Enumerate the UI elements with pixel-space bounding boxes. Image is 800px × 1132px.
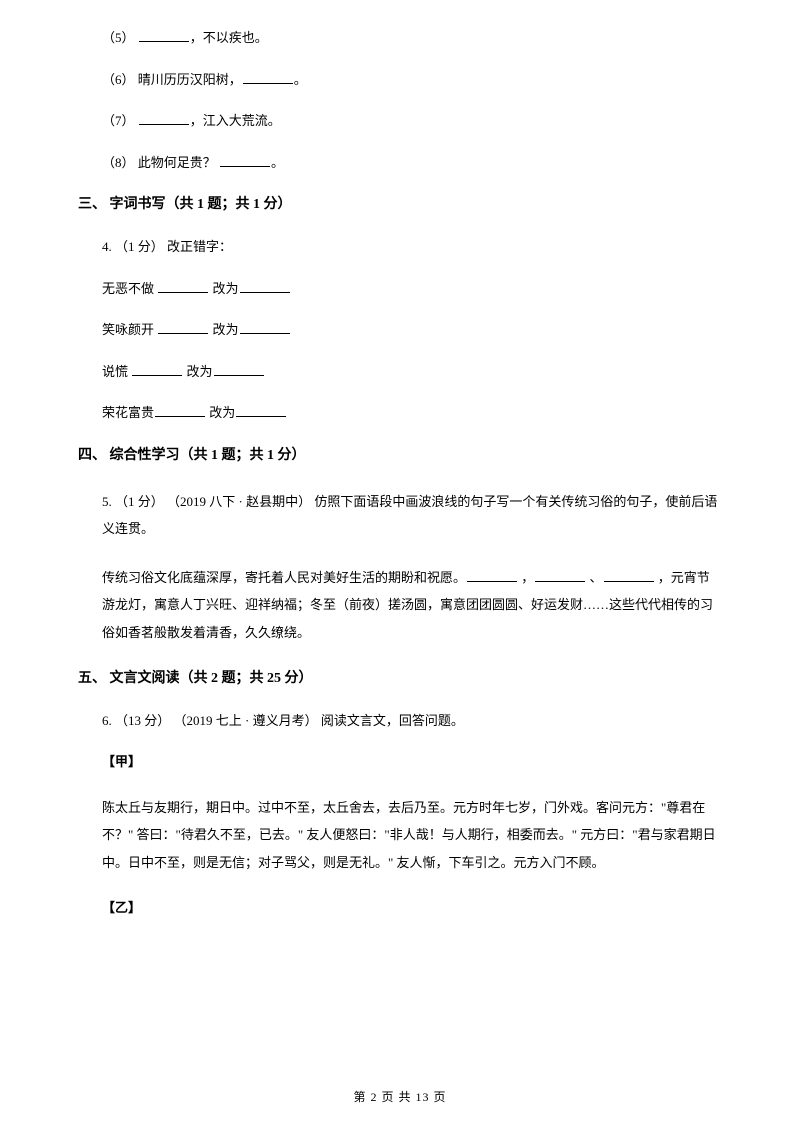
- mid-3: 改为: [183, 364, 212, 379]
- blank[interactable]: [214, 363, 264, 376]
- q2-7-prefix: （7）: [102, 113, 138, 128]
- section-4-title: 四、 综合性学习（共 1 题；共 1 分）: [78, 445, 722, 466]
- blank[interactable]: [236, 404, 286, 417]
- page-footer: 第 2 页 共 13 页: [0, 1088, 800, 1106]
- q4-row-2: 笑咏颜开 改为: [78, 320, 722, 340]
- mid-4: 改为: [206, 405, 235, 420]
- mid-1: 改为: [209, 281, 238, 296]
- word-3: 说慌: [102, 364, 131, 379]
- blank[interactable]: [158, 321, 208, 334]
- q5-paragraph: 传统习俗文化底蕴深厚，寄托着人民对美好生活的期盼和祝愿。 ， 、 ，元宵节游龙灯…: [78, 564, 722, 646]
- blank[interactable]: [535, 569, 585, 582]
- q5-stem: 5. （1 分） （2019 八下 · 赵县期中） 仿照下面语段中画波浪线的句子…: [78, 488, 722, 543]
- word-1: 无恶不做: [102, 281, 157, 296]
- q2-6-prefix: （6） 晴川历历汉阳树，: [102, 72, 242, 87]
- blank[interactable]: [467, 569, 517, 582]
- blank[interactable]: [240, 280, 290, 293]
- jia-text: 陈太丘与友期行，期日中。过中不至，太丘舍去，去后乃至。元方时年七岁，门外戏。客问…: [78, 794, 722, 876]
- q2-7-suffix: ，江入大荒流。: [190, 113, 281, 128]
- sep2: 、: [586, 570, 602, 585]
- blank[interactable]: [243, 71, 293, 84]
- section-5-title: 五、 文言文阅读（共 2 题；共 25 分）: [78, 668, 722, 689]
- blank[interactable]: [139, 112, 189, 125]
- q4-row-3: 说慌 改为: [78, 362, 722, 382]
- mid-2: 改为: [209, 322, 238, 337]
- q2-8-prefix: （8） 此物何足贵？: [102, 155, 219, 170]
- section-3-title: 三、 字词书写（共 1 题；共 1 分）: [78, 194, 722, 215]
- label-yi: 【乙】: [78, 898, 722, 918]
- blank[interactable]: [604, 569, 654, 582]
- q2-8-suffix: 。: [271, 155, 284, 170]
- word-4: 荣花富贵: [102, 405, 154, 420]
- q6-stem: 6. （13 分） （2019 七上 · 遵义月考） 阅读文言文，回答问题。: [78, 711, 722, 731]
- q4-row-4: 荣花富贵 改为: [78, 403, 722, 423]
- q2-5-suffix: ，不以疾也。: [190, 30, 268, 45]
- q2-item-5: （5） ，不以疾也。: [78, 28, 722, 48]
- blank[interactable]: [220, 154, 270, 167]
- q2-item-8: （8） 此物何足贵？ 。: [78, 153, 722, 173]
- blank[interactable]: [139, 29, 189, 42]
- word-2: 笑咏颜开: [102, 322, 157, 337]
- q4-row-1: 无恶不做 改为: [78, 279, 722, 299]
- blank[interactable]: [132, 363, 182, 376]
- q2-5-prefix: （5）: [102, 30, 138, 45]
- q2-item-7: （7） ，江入大荒流。: [78, 111, 722, 131]
- q4-stem: 4. （1 分） 改正错字：: [78, 237, 722, 257]
- blank[interactable]: [240, 321, 290, 334]
- blank[interactable]: [158, 280, 208, 293]
- blank[interactable]: [155, 404, 205, 417]
- q2-item-6: （6） 晴川历历汉阳树， 。: [78, 70, 722, 90]
- q2-6-suffix: 。: [294, 72, 307, 87]
- sep1: ，: [518, 570, 534, 585]
- label-jia: 【甲】: [78, 752, 722, 772]
- q5-p1a: 传统习俗文化底蕴深厚，寄托着人民对美好生活的期盼和祝愿。: [102, 570, 466, 585]
